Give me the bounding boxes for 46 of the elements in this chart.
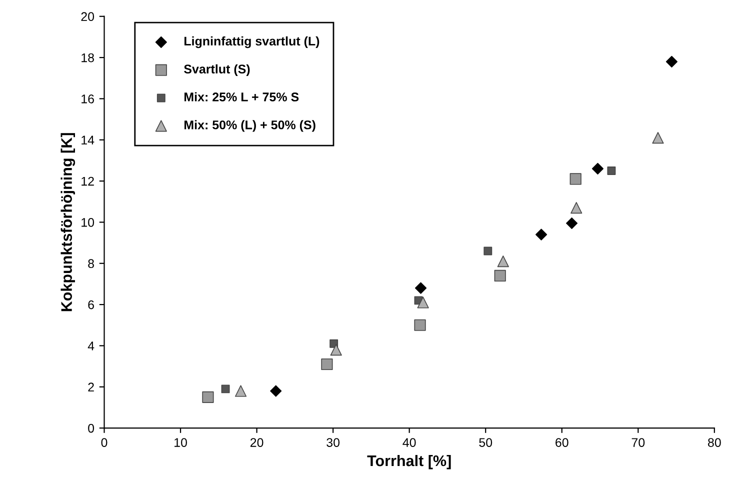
point <box>484 246 492 256</box>
y-tick-label: 4 <box>88 342 94 350</box>
point <box>592 162 604 174</box>
point <box>270 385 282 397</box>
legend-label: Ligninfattig svartlut (L) <box>184 36 320 48</box>
y-tick-label: 12 <box>82 176 94 186</box>
point <box>330 344 342 356</box>
point <box>666 56 678 68</box>
x-tick-label: 0 <box>101 438 108 447</box>
point <box>417 296 429 308</box>
point <box>321 358 333 370</box>
point <box>570 173 582 185</box>
x-tick-label: 40 <box>402 438 416 447</box>
x-axis-title: Torrhalt [%] <box>367 454 451 470</box>
point <box>494 270 506 282</box>
x-tick-label: 80 <box>708 438 721 447</box>
y-tick-label: 10 <box>82 218 94 227</box>
point <box>234 385 247 397</box>
legend-label: Svartlut (S) <box>184 64 250 76</box>
point <box>414 319 426 331</box>
y-tick-label: 18 <box>82 53 94 62</box>
y-tick-label: 6 <box>88 300 94 310</box>
y-tick-label: 20 <box>81 12 94 22</box>
y-tick-label: 16 <box>82 94 94 104</box>
y-tick-label: 2 <box>88 382 94 392</box>
point <box>652 132 664 144</box>
point <box>566 217 578 230</box>
y-tick-label: 0 <box>88 424 94 433</box>
x-tick-label: 30 <box>326 438 340 447</box>
point <box>202 391 214 403</box>
y-tick-label: 8 <box>88 259 94 268</box>
x-tick-label: 60 <box>556 438 568 447</box>
x-tick-label: 10 <box>174 438 187 447</box>
y-tick-label: 14 <box>82 136 94 144</box>
y-axis-title: Kokpunktsförhöjning [K] <box>60 133 76 312</box>
legend-label: Mix: 25% L + 75% S <box>184 92 299 102</box>
legend-label: Mix: 50% (L) + 50% (S) <box>184 120 316 132</box>
x-tick-label: 70 <box>632 438 645 447</box>
x-tick-label: 20 <box>250 438 264 447</box>
point <box>414 282 427 294</box>
point <box>607 166 616 175</box>
point <box>535 228 548 240</box>
point <box>497 256 509 268</box>
point <box>221 384 230 394</box>
x-tick-label: 50 <box>479 438 492 447</box>
point <box>570 202 582 214</box>
